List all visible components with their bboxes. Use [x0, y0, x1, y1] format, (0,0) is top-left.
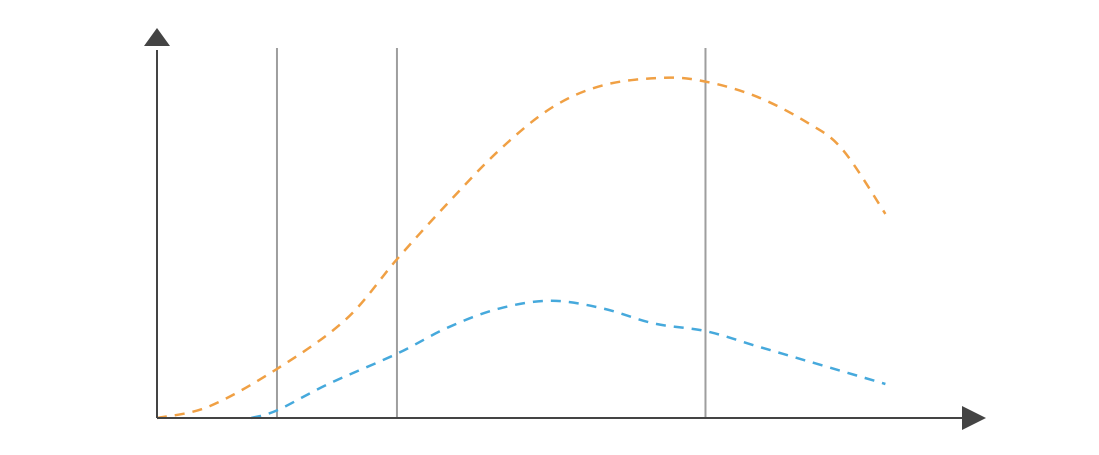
- y-axis-arrow-icon: [144, 28, 170, 46]
- series-line-1: [156, 76, 887, 420]
- x-axis-arrow-icon: [962, 406, 986, 430]
- series-line-2: [250, 299, 886, 420]
- guide-lines: [275, 48, 707, 418]
- series-layer: [156, 76, 887, 420]
- axes: [144, 28, 986, 430]
